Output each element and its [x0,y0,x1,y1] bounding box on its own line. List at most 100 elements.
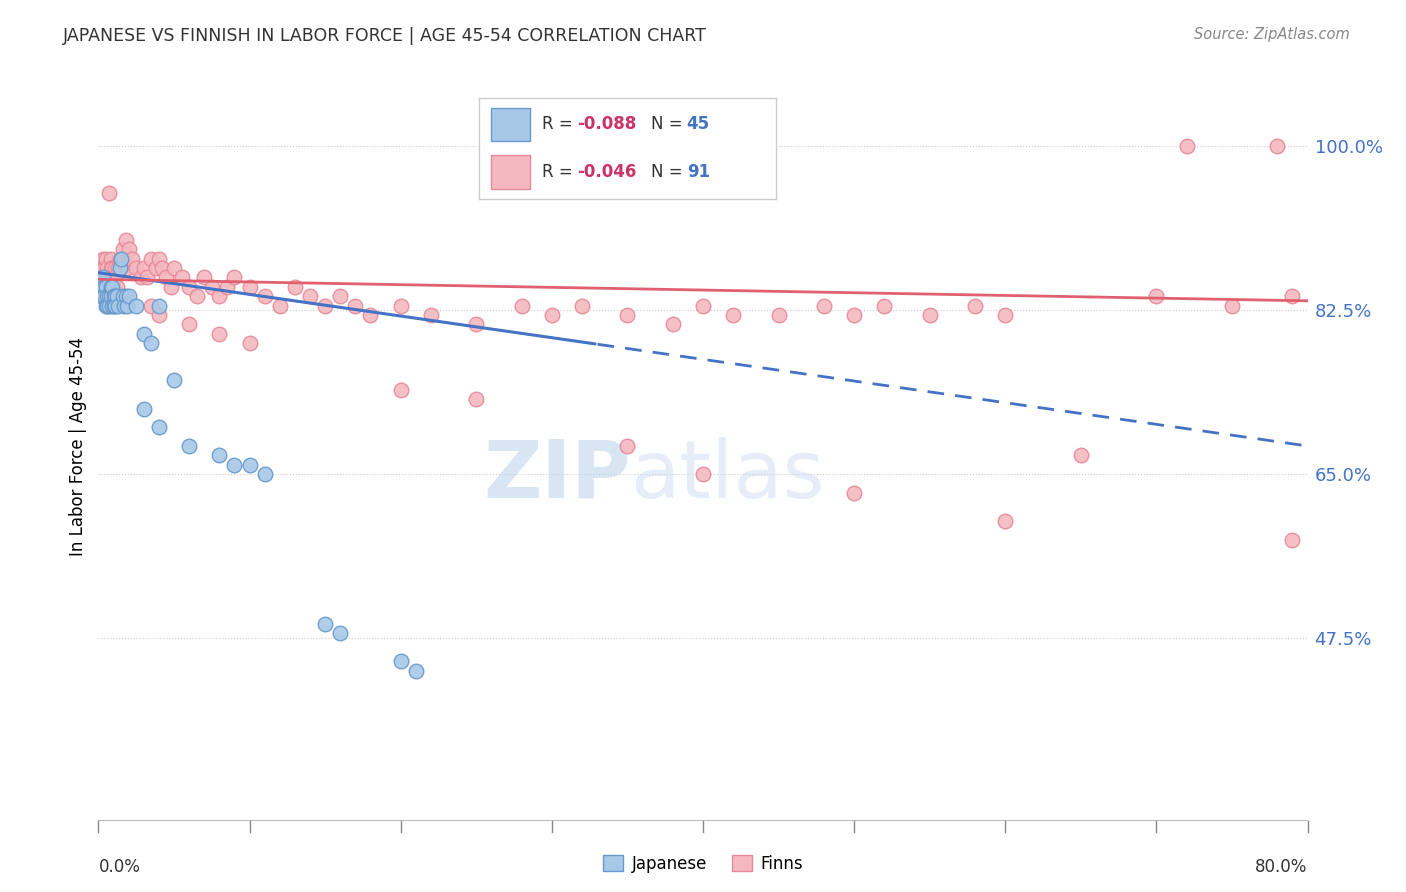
Point [105,289,128,303]
Point [299,289,322,303]
Point [360,308,382,322]
Point [93,261,115,276]
Point [110,252,132,266]
Point [148,252,170,266]
Point [96,270,118,285]
Point [284,280,307,294]
Point [132,401,155,416]
Point [661,318,683,332]
Point [141,299,163,313]
Point [186,289,208,303]
Point [201,280,224,294]
Point [844,308,866,322]
Point [160,280,183,294]
Point [96,299,118,313]
Point [844,485,866,500]
Point [115,299,138,313]
Point [1267,139,1289,153]
Point [98,186,121,201]
Point [107,261,129,276]
Point [125,261,148,276]
Point [389,655,412,669]
Point [253,467,276,482]
Point [94,299,117,313]
Point [1281,533,1303,547]
Point [616,308,638,322]
Point [100,289,122,303]
Point [239,458,262,472]
Point [994,514,1017,528]
Text: JAPANESE VS FINNISH IN LABOR FORCE | AGE 45-54 CORRELATION CHART: JAPANESE VS FINNISH IN LABOR FORCE | AGE… [63,27,707,45]
Point [132,326,155,341]
Point [105,280,128,294]
Point [100,252,122,266]
Text: 80.0%: 80.0% [1256,858,1308,876]
Point [208,449,231,463]
Point [405,664,427,678]
Point [103,270,125,285]
Point [314,299,336,313]
Point [100,280,122,294]
Point [125,299,148,313]
Legend: Japanese, Finns: Japanese, Finns [596,848,810,880]
Point [420,308,443,322]
Point [101,299,124,313]
Point [148,299,170,313]
Point [96,289,118,303]
Point [91,270,114,285]
Point [121,252,143,266]
Point [101,280,124,294]
Point [118,243,141,257]
Point [141,336,163,351]
Point [389,299,412,313]
Point [93,270,115,285]
Point [150,261,173,276]
Point [108,252,131,266]
Text: atlas: atlas [630,437,825,515]
Point [994,308,1017,322]
Point [101,261,124,276]
Point [91,280,114,294]
Point [103,289,125,303]
Point [96,261,118,276]
Point [170,270,193,285]
Point [94,280,117,294]
Point [344,299,367,313]
Point [768,308,790,322]
Point [115,261,138,276]
Point [314,617,336,632]
Point [104,270,127,285]
Point [112,299,135,313]
Text: ZIP: ZIP [484,437,630,515]
Point [269,299,291,313]
Point [98,289,121,303]
Point [1144,289,1167,303]
Point [179,318,201,332]
Point [1175,139,1198,153]
Point [100,261,122,276]
Point [692,299,714,313]
Point [208,289,231,303]
Point [114,233,136,247]
Point [103,299,125,313]
Point [112,252,135,266]
Point [1070,449,1092,463]
Point [208,326,231,341]
Point [723,308,745,322]
Point [135,270,157,285]
Point [148,420,170,434]
Point [93,280,115,294]
Point [118,289,141,303]
Point [148,308,170,322]
Point [510,299,533,313]
Point [253,289,276,303]
Point [104,289,127,303]
Point [616,439,638,453]
Point [1220,299,1243,313]
Point [89,280,111,294]
Point [389,383,412,397]
Point [114,289,136,303]
Point [163,261,186,276]
Point [91,252,114,266]
Point [111,243,134,257]
